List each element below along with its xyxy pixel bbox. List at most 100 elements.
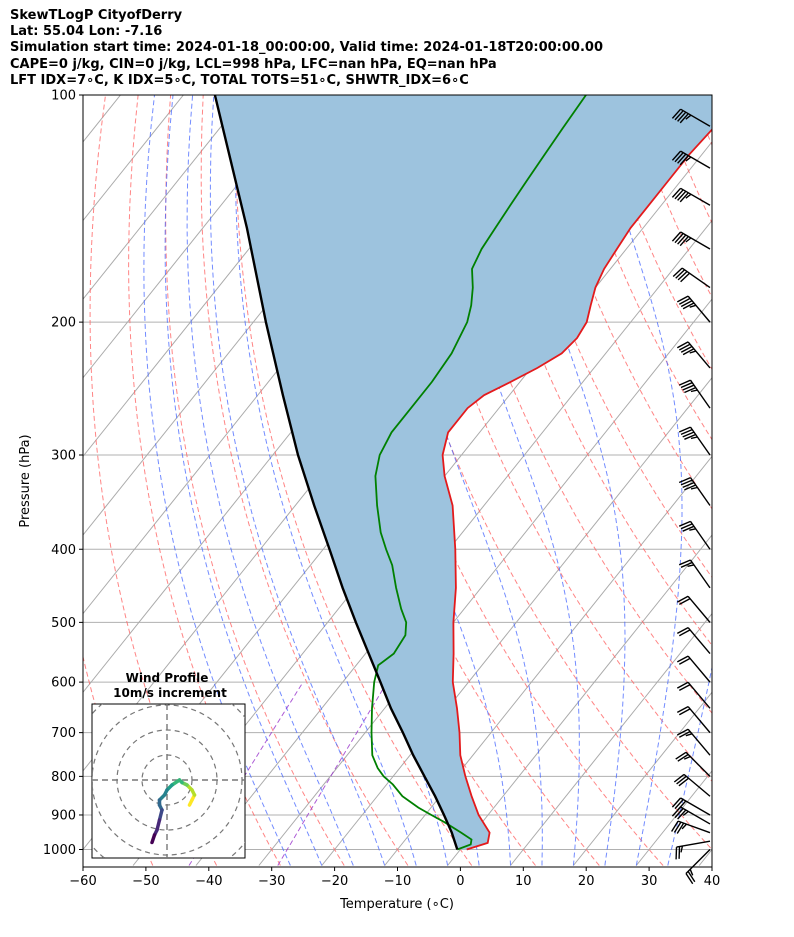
wind-barb [676, 728, 711, 756]
barb-staff [687, 595, 711, 623]
y-tick-label: 600 [51, 676, 76, 691]
barb-feather [689, 528, 696, 531]
barb-feather [685, 156, 692, 162]
moist-adiabat [164, 95, 323, 866]
wind-barb [678, 476, 711, 506]
dry-adiabat [626, 95, 712, 299]
barb-staff [689, 559, 711, 589]
wind-barb [685, 849, 711, 885]
hodograph-ring [141, 754, 193, 806]
barb-feather [685, 237, 692, 243]
isotherm [447, 534, 712, 866]
y-tick-label: 700 [51, 726, 76, 741]
barb-feather [676, 705, 689, 714]
barb-feather [678, 708, 691, 716]
x-axis: −60 −50 −40 −30 −20 −10 0 10 20 30 40 [69, 867, 720, 889]
barb-feather [681, 823, 688, 830]
wind-barb [671, 231, 711, 250]
barb-staff [687, 681, 711, 709]
moist-adiabat [234, 95, 417, 866]
hodograph-frame [91, 703, 246, 859]
x-axis-label: Temperature (∘C) [339, 897, 454, 912]
wind-barb [678, 426, 711, 456]
isotherm [698, 848, 712, 866]
barb-staff [681, 267, 711, 289]
barb-staff [687, 295, 711, 323]
x-tick-label: 10 [515, 874, 532, 889]
barb-staff [677, 820, 711, 834]
wind-barb [671, 108, 711, 127]
moist-adiabat [667, 95, 712, 866]
barb-feather [689, 350, 697, 354]
wind-barb [672, 267, 711, 289]
barb-feather [680, 345, 693, 353]
barb-feather [676, 341, 689, 349]
barb-feather [671, 231, 682, 242]
barb-feather [678, 297, 691, 305]
barb-feather [687, 564, 695, 567]
barb-feather [687, 871, 696, 883]
wind-barbs [671, 108, 711, 885]
wind-barb [673, 773, 711, 797]
barb-feather [676, 681, 689, 689]
barb-staff [687, 627, 711, 655]
barb-feather [676, 775, 687, 785]
wind-barb [671, 820, 711, 834]
barb-feather [677, 809, 687, 820]
barb-feather [676, 822, 685, 834]
wind-barb [678, 559, 711, 589]
wind-barb [676, 341, 711, 369]
hodograph-ring [92, 704, 243, 856]
barb-feather [674, 233, 684, 244]
dry-adiabat [790, 95, 794, 866]
y-tick-label: 800 [51, 770, 76, 785]
barb-feather [690, 436, 698, 440]
wind-barb [678, 520, 711, 550]
barb-feather [685, 114, 692, 120]
barb-feather [680, 382, 693, 389]
y-tick-label: 100 [51, 89, 76, 104]
hodograph-subtitle: 10m/s increment [113, 686, 227, 700]
barb-feather [679, 192, 689, 203]
barb-feather [679, 236, 689, 247]
barb-feather [682, 348, 695, 356]
y-tick-label: 300 [51, 448, 76, 463]
moist-adiabat [186, 95, 354, 866]
barb-feather [685, 193, 692, 199]
barb-feather [682, 481, 695, 489]
wind-barb [671, 187, 711, 206]
barb-feather [680, 523, 693, 530]
x-tick-label: −30 [258, 874, 285, 889]
dry-adiabat [691, 95, 712, 147]
barb-feather [678, 343, 691, 351]
barb-feather [671, 797, 682, 808]
barb-feather [674, 189, 684, 200]
barb-feather [672, 267, 683, 278]
index-line: LFT IDX=7∘C, K IDX=5∘C, TOTAL TOTS=51∘C,… [10, 72, 469, 88]
x-tick-label: 20 [578, 874, 595, 889]
chart-header: SkewTLogP CityofDerry Lat: 55.04 Lon: -7… [10, 8, 603, 89]
barb-feather [674, 799, 684, 810]
dry-adiabat [128, 95, 281, 866]
hodograph-ring [116, 729, 218, 831]
barb-feather [676, 595, 689, 603]
barb-feather [679, 155, 689, 166]
barb-feather [685, 733, 693, 737]
dry-adiabat [725, 95, 794, 866]
barb-staff [689, 477, 711, 506]
hodograph-title: Wind Profile [126, 671, 209, 685]
cape-line: CAPE=0 j/kg, CIN=0 j/kg, LCL=998 hPa, LF… [10, 56, 497, 72]
y-tick-label: 900 [51, 808, 76, 823]
barb-feather [677, 190, 687, 201]
wind-barb [676, 595, 711, 623]
dry-adiabat [561, 95, 712, 441]
isotherm [510, 612, 712, 866]
cape-fill-layer [214, 95, 712, 850]
wind-barb [676, 626, 711, 655]
barb-feather [674, 110, 684, 121]
barb-feather [676, 626, 689, 635]
wind-barb [676, 295, 711, 323]
temperature-line [441, 128, 712, 851]
barb-feather [690, 486, 698, 490]
